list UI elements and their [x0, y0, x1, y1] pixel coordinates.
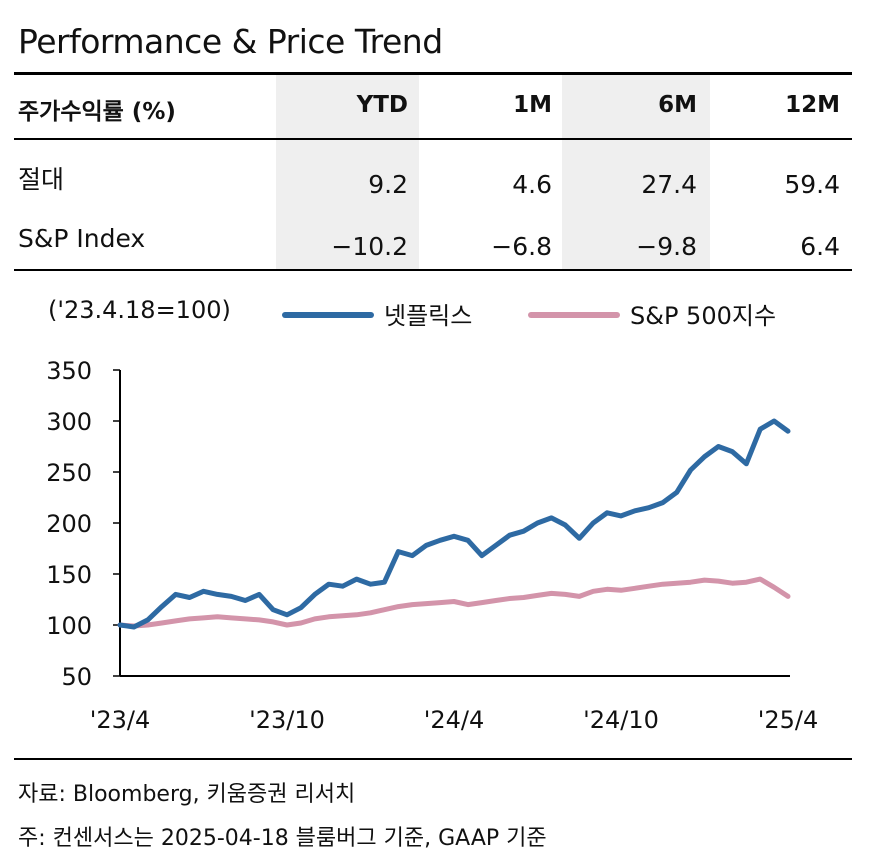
- legend-netflix-swatch: [282, 312, 374, 318]
- table-header-ytd: YTD: [356, 92, 408, 118]
- table-cell: −9.8: [636, 232, 697, 261]
- y-tick-label: 350: [46, 357, 92, 385]
- legend-sp500-swatch: [528, 312, 620, 318]
- table-cell: 4.6: [512, 170, 552, 199]
- table-top-rule: [14, 72, 852, 75]
- x-tick-label: '25/4: [758, 706, 819, 734]
- x-tick-label: '23/4: [90, 706, 151, 734]
- y-tick-label: 200: [46, 510, 92, 538]
- netflix-series-line: [117, 418, 791, 630]
- footnote: 주: 컨센서스는 2025-04-18 블룸버그 기준, GAAP 기준: [18, 826, 547, 851]
- footer-rule: [14, 758, 852, 760]
- ytd-column-shade: [276, 74, 419, 270]
- table-header-6m: 6M: [658, 92, 697, 118]
- table-header-rule: [14, 138, 852, 140]
- y-tick-label: 300: [46, 408, 92, 436]
- x-tick-label: '23/10: [249, 706, 325, 734]
- table-header-label: 주가수익률 (%): [18, 99, 176, 125]
- y-tick-label: 50: [61, 663, 92, 691]
- sp500-series-line: [117, 576, 791, 629]
- legend-sp500-label: S&P 500지수: [630, 302, 777, 330]
- x-tick-label: '24/10: [583, 706, 659, 734]
- table-row-label: 절대: [18, 165, 65, 194]
- table-cell: 9.2: [368, 170, 408, 199]
- 6m-column-shade: [562, 74, 710, 270]
- table-cell: −10.2: [331, 232, 408, 261]
- y-tick-label: 100: [46, 612, 92, 640]
- table-bottom-rule: [14, 269, 852, 271]
- x-tick-label: '24/4: [424, 706, 485, 734]
- table-cell: −6.8: [491, 232, 552, 261]
- y-tick-label: 150: [46, 561, 92, 589]
- table-header-1m: 1M: [513, 92, 552, 118]
- y-tick-label: 250: [46, 459, 92, 487]
- page-title: Performance & Price Trend: [18, 22, 443, 61]
- table-cell: 27.4: [641, 170, 697, 199]
- source-note: 자료: Bloomberg, 키움증권 리서치: [18, 782, 356, 807]
- legend-base-note: ('23.4.18=100): [48, 296, 231, 324]
- table-header-12m: 12M: [785, 92, 840, 118]
- table-row-label: S&P Index: [18, 224, 146, 253]
- table-cell: 59.4: [784, 170, 840, 199]
- table-cell: 6.4: [800, 232, 840, 261]
- legend-netflix-label: 넷플릭스: [384, 302, 473, 330]
